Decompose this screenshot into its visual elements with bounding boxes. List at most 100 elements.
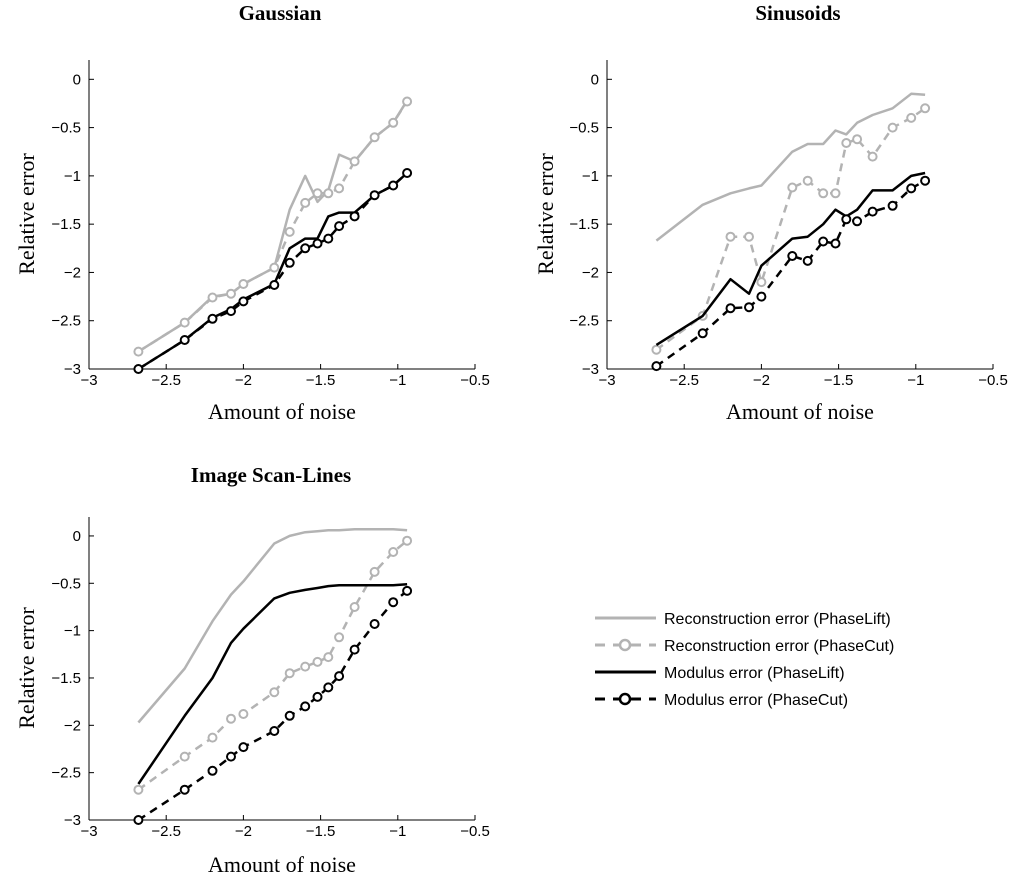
x-tick-label: −1	[389, 823, 406, 840]
y-tick-label: 0	[73, 528, 81, 545]
series-line-reconstruction-error-phasecut	[655, 107, 926, 351]
plot-lines	[133, 528, 413, 825]
y-tick-label: −1.5	[51, 670, 81, 687]
data-point	[651, 344, 662, 355]
x-tick-label: −2.5	[151, 372, 181, 389]
legend-entry-modulus-phasecut: Modulus error (PhaseCut)	[595, 692, 848, 709]
data-point	[920, 103, 931, 114]
series-line-reconstruction-error-phaselift	[655, 92, 926, 242]
data-point	[334, 632, 345, 643]
data-point	[207, 292, 218, 303]
data-point	[369, 566, 380, 577]
x-tick-label: −1.5	[306, 372, 336, 389]
data-point	[887, 122, 898, 133]
data-point	[312, 656, 323, 667]
x-tick-label: −1.5	[306, 823, 336, 840]
x-tick-label: −1	[907, 372, 924, 389]
data-point	[226, 288, 236, 299]
chart-title: Sinusoids	[755, 1, 840, 25]
data-point	[388, 180, 399, 191]
x-axis-label: Amount of noise	[208, 852, 356, 877]
data-point	[226, 713, 236, 724]
series-line-modulus-error-phasecut	[655, 179, 926, 368]
chart-panel-image-scan-lines: Image Scan-Lines −3 −2.5 −2 −1.5 −1 −0.5 −3 −2.…	[14, 463, 490, 877]
data-point	[830, 238, 841, 249]
chart-title: Image Scan-Lines	[191, 463, 351, 487]
y-tick-label: −1.5	[569, 216, 599, 233]
x-tick-label: −0.5	[460, 372, 490, 389]
x-tick-label: −2	[235, 823, 252, 840]
plot-lines	[133, 96, 413, 374]
y-axis-label: Relative error	[14, 153, 39, 275]
data-point	[334, 183, 345, 194]
legend-label: Reconstruction error (PhaseLift)	[664, 611, 891, 628]
y-tick-label: −1	[582, 168, 599, 185]
y-tick-label: −3	[64, 812, 81, 829]
data-point	[207, 732, 218, 743]
legend-label: Modulus error (PhaseLift)	[664, 665, 845, 682]
data-point	[334, 221, 345, 232]
data-point	[238, 296, 249, 307]
chart-panel-sinusoids: Sinusoids −3 −2.5 −2 −1.5 −1 −0.5 −3 −2.5 −2 −1.5…	[533, 1, 1008, 424]
x-tick-label: −2	[235, 372, 252, 389]
data-point	[269, 262, 280, 273]
data-point	[238, 279, 249, 289]
data-point	[133, 815, 144, 825]
y-tick-label: −3	[582, 361, 599, 378]
data-point	[369, 190, 380, 201]
x-tick-label: −2.5	[669, 372, 699, 389]
series-line-reconstruction-error-phasecut	[137, 100, 409, 353]
data-point	[651, 361, 662, 372]
data-point	[725, 303, 736, 314]
chart-title: Gaussian	[239, 1, 322, 25]
data-point	[179, 751, 190, 762]
data-point	[323, 233, 334, 244]
data-point	[744, 302, 754, 313]
data-point	[818, 236, 829, 247]
data-point	[906, 183, 917, 194]
axes: −3 −2.5 −2 −1.5 −1 −0.5 −3 −2.5 −2 −1.5 −1 −0.5 0	[51, 517, 490, 840]
x-tick-label: −3	[598, 372, 615, 389]
data-point	[349, 602, 360, 612]
data-point	[867, 151, 878, 162]
data-point	[388, 547, 399, 557]
data-point	[802, 255, 813, 266]
data-point	[756, 277, 767, 288]
data-point	[906, 112, 917, 123]
x-tick-label: −0.5	[460, 823, 490, 840]
x-tick-label: −2.5	[151, 823, 181, 840]
legend-label: Reconstruction error (PhaseCut)	[664, 638, 894, 655]
data-point	[269, 687, 280, 698]
y-tick-label: −1	[64, 623, 81, 640]
data-point	[300, 701, 311, 712]
data-point	[179, 335, 190, 345]
y-tick-label: −2	[582, 264, 599, 281]
data-point	[207, 313, 218, 324]
data-point	[323, 652, 334, 663]
series-line-modulus-error-phaselift	[137, 172, 408, 371]
y-tick-label: 0	[591, 71, 599, 88]
series-line-reconstruction-error-phaselift	[137, 528, 408, 724]
data-point	[852, 216, 863, 227]
data-point	[207, 765, 218, 776]
data-point	[887, 200, 898, 211]
data-point	[830, 188, 841, 199]
data-point	[312, 691, 323, 702]
data-point	[238, 709, 249, 719]
data-point	[369, 619, 380, 629]
y-tick-label: −2.5	[51, 765, 81, 782]
data-point	[852, 134, 863, 145]
data-point	[349, 156, 360, 167]
data-point	[867, 206, 878, 217]
data-point	[402, 535, 413, 546]
data-point	[179, 317, 190, 328]
data-point	[349, 644, 360, 655]
data-point	[402, 585, 413, 596]
x-tick-label: −1	[389, 372, 406, 389]
x-axis-label: Amount of noise	[726, 399, 874, 424]
data-point	[756, 291, 767, 302]
series-line-modulus-error-phaselift	[137, 582, 408, 785]
data-point	[697, 328, 708, 339]
plot-area	[89, 517, 475, 820]
y-axis-label: Relative error	[533, 153, 558, 275]
